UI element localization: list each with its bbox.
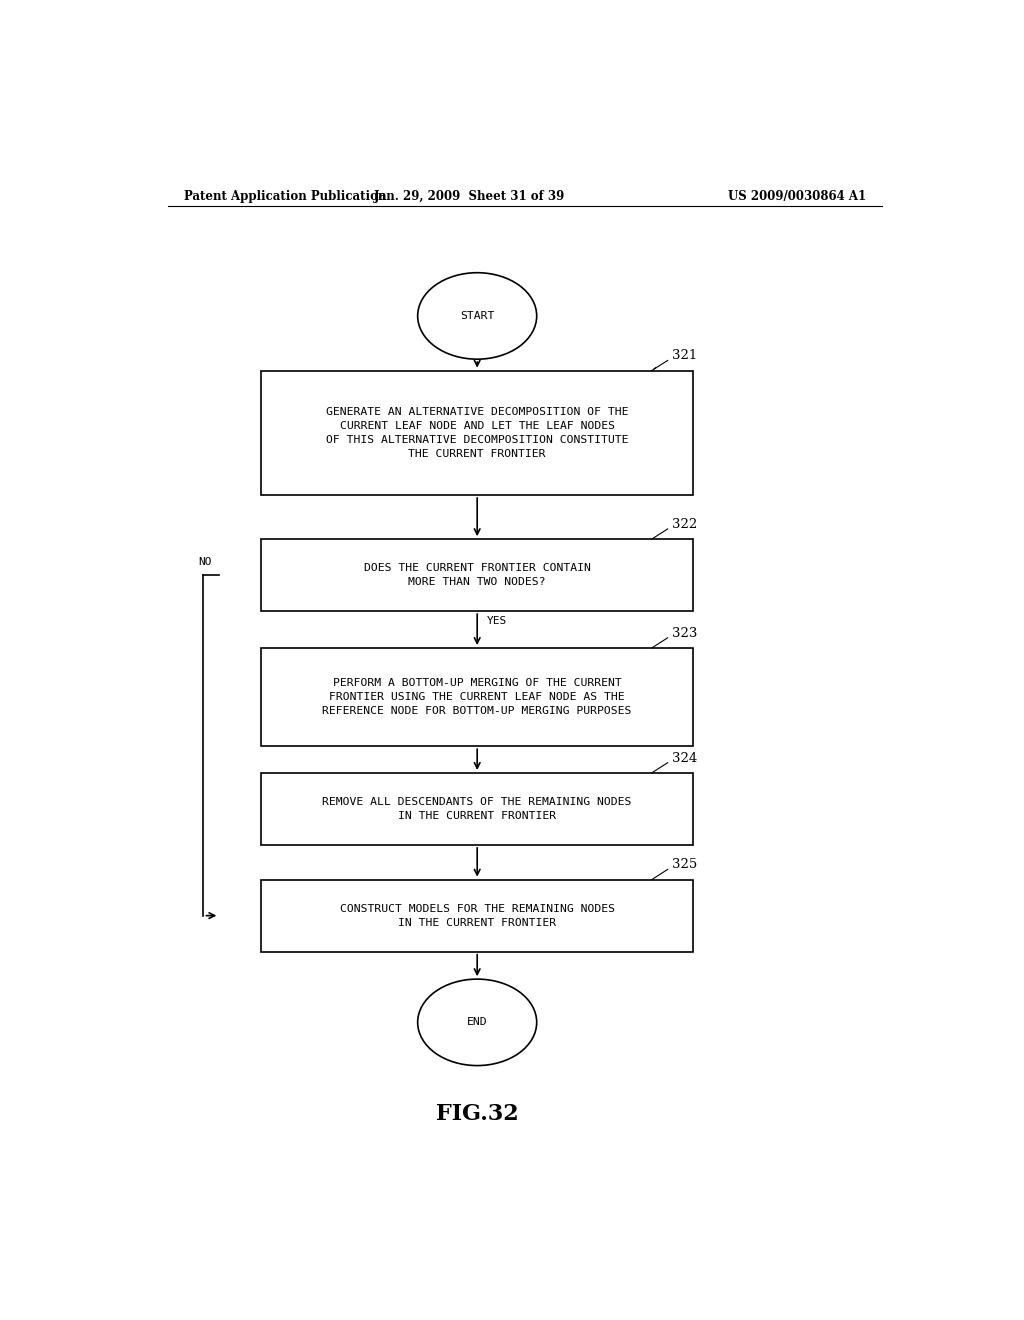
Text: 321: 321	[672, 350, 697, 363]
Bar	[261, 539, 693, 611]
Text: GENERATE AN ALTERNATIVE DECOMPOSITION OF THE
CURRENT LEAF NODE AND LET THE LEAF : GENERATE AN ALTERNATIVE DECOMPOSITION OF…	[326, 407, 629, 459]
Text: PERFORM A BOTTOM-UP MERGING OF THE CURRENT
FRONTIER USING THE CURRENT LEAF NODE : PERFORM A BOTTOM-UP MERGING OF THE CURRE…	[323, 678, 632, 715]
Ellipse shape	[418, 979, 537, 1065]
Text: YES: YES	[486, 616, 507, 626]
Text: Patent Application Publication: Patent Application Publication	[183, 190, 386, 202]
Text: 322: 322	[672, 517, 697, 531]
Text: REMOVE ALL DESCENDANTS OF THE REMAINING NODES
IN THE CURRENT FRONTIER: REMOVE ALL DESCENDANTS OF THE REMAINING …	[323, 797, 632, 821]
Bar	[261, 648, 693, 746]
Text: Jan. 29, 2009  Sheet 31 of 39: Jan. 29, 2009 Sheet 31 of 39	[374, 190, 565, 202]
Text: NO: NO	[198, 557, 211, 568]
Bar	[261, 774, 693, 845]
Bar	[261, 879, 693, 952]
Bar	[261, 371, 693, 495]
Text: END: END	[467, 1018, 487, 1027]
Text: 324: 324	[672, 751, 697, 764]
Text: START: START	[460, 312, 495, 321]
Text: FIG.32: FIG.32	[436, 1102, 518, 1125]
Ellipse shape	[418, 273, 537, 359]
Text: 325: 325	[672, 858, 697, 871]
Text: CONSTRUCT MODELS FOR THE REMAINING NODES
IN THE CURRENT FRONTIER: CONSTRUCT MODELS FOR THE REMAINING NODES…	[340, 904, 614, 928]
Text: 323: 323	[672, 627, 697, 640]
Text: US 2009/0030864 A1: US 2009/0030864 A1	[728, 190, 866, 202]
Text: DOES THE CURRENT FRONTIER CONTAIN
MORE THAN TWO NODES?: DOES THE CURRENT FRONTIER CONTAIN MORE T…	[364, 564, 591, 587]
